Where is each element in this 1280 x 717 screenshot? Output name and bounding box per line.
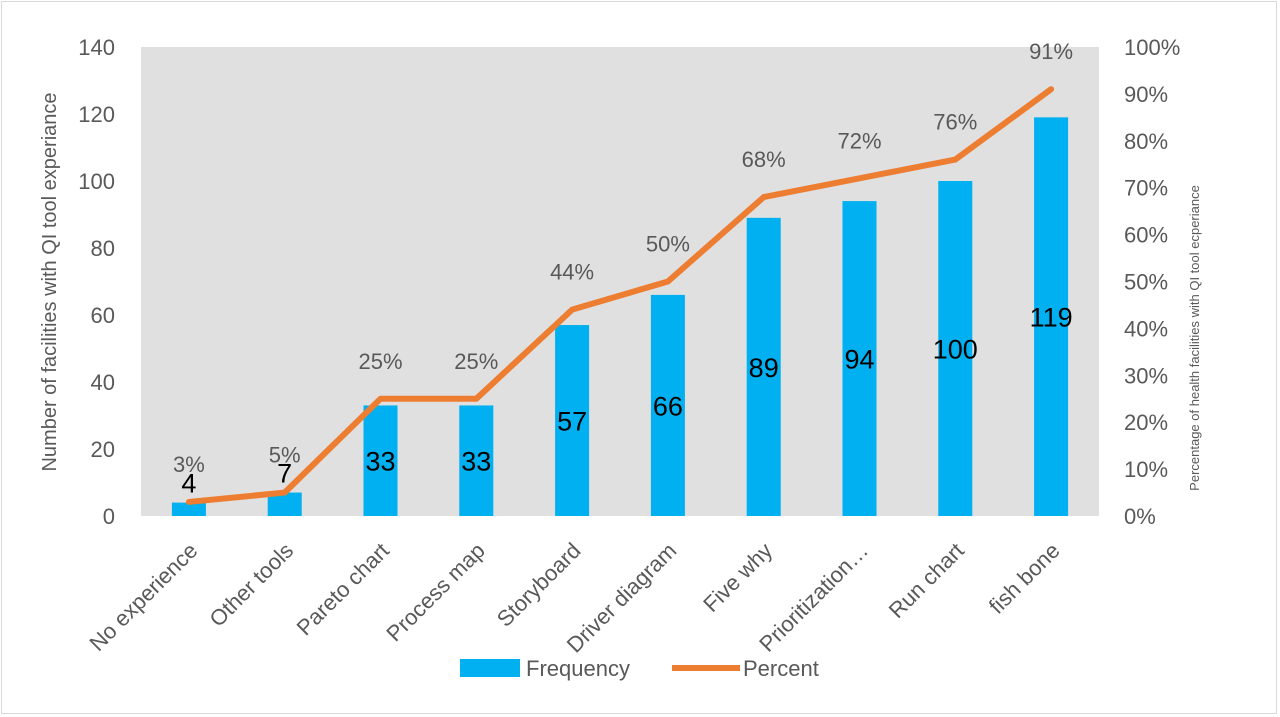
bar [555, 325, 590, 516]
legend-frequency-label: Frequency [526, 656, 630, 681]
frequency-label: 119 [1030, 303, 1073, 333]
y2-tick-label: 30% [1124, 363, 1168, 388]
x-tick-label: Process map [381, 538, 489, 646]
legend: Frequency Percent [460, 656, 819, 681]
y-axis-left: 0 20 40 60 80 100 120 140 [78, 35, 115, 529]
legend-frequency-swatch [460, 659, 520, 677]
x-tick-label: Other tools [204, 538, 298, 632]
percent-label: 72% [837, 128, 881, 153]
y-tick-label: 100 [78, 169, 115, 194]
y2-tick-label: 10% [1124, 457, 1168, 482]
bar [267, 492, 302, 516]
y2-tick-label: 90% [1124, 82, 1168, 107]
y2-tick-label: 70% [1124, 176, 1168, 201]
percent-label: 44% [550, 260, 594, 285]
y2-tick-label: 0% [1124, 504, 1156, 529]
x-tick-label: Run chart [884, 538, 969, 623]
y-tick-label: 80 [91, 236, 115, 261]
y2-tick-label: 20% [1124, 410, 1168, 435]
percent-label: 3% [173, 452, 205, 477]
frequency-label: 33 [461, 447, 491, 477]
percent-label: 25% [358, 349, 402, 374]
y2-tick-label: 100% [1124, 35, 1180, 60]
x-tick-label: fish bone [984, 538, 1065, 619]
x-tick-label: No experience [84, 538, 202, 656]
y-axis-right: 0% 10% 20% 30% 40% 50% 60% 70% 80% 90% 100% [1124, 35, 1180, 529]
y2-axis-title: Percentage of health facilities with QI … [1187, 185, 1202, 491]
frequency-label: 94 [844, 345, 874, 375]
y2-tick-label: 50% [1124, 270, 1168, 295]
bar [938, 181, 973, 516]
y-tick-label: 120 [78, 102, 115, 127]
percent-label: 50% [646, 232, 690, 257]
x-tick-label: Storyboard [492, 538, 586, 632]
frequency-label: 66 [653, 391, 683, 421]
percent-label: 25% [454, 349, 498, 374]
percent-line-group [185, 86, 1055, 505]
y-tick-label: 0 [103, 504, 115, 529]
percent-label: 5% [269, 443, 301, 468]
frequency-bars [171, 117, 1069, 516]
frequency-label: 33 [365, 447, 395, 477]
frequency-label: 89 [749, 353, 779, 383]
bar [459, 405, 494, 516]
y-tick-label: 140 [78, 35, 115, 60]
percent-labels: 3% 5% 25% 25% 44% 50% 68% 72% 76% 91% [173, 39, 1073, 477]
bar [363, 405, 398, 516]
percent-label: 76% [933, 110, 977, 135]
bar [1034, 117, 1069, 516]
y-axis-title: Number of facilities with QI tool experi… [39, 92, 61, 471]
percent-label: 91% [1029, 39, 1073, 64]
percent-label: 68% [742, 147, 786, 172]
frequency-labels: 4 7 33 33 57 66 89 94 100 119 [181, 303, 1072, 499]
y2-tick-label: 80% [1124, 129, 1168, 154]
frequency-label: 4 [181, 469, 196, 499]
y2-tick-label: 40% [1124, 316, 1168, 341]
bar [650, 294, 685, 516]
y2-tick-label: 60% [1124, 223, 1168, 248]
frequency-label: 7 [277, 459, 292, 489]
y-tick-label: 60 [91, 303, 115, 328]
frequency-label: 57 [557, 407, 587, 437]
frequency-label: 100 [933, 335, 978, 365]
legend-percent-label: Percent [743, 656, 819, 681]
bar [746, 217, 781, 516]
bar [842, 201, 877, 516]
y-tick-label: 20 [91, 437, 115, 462]
x-tick-label: Five why [698, 538, 777, 617]
percent-line [185, 86, 1055, 505]
y-tick-label: 40 [91, 370, 115, 395]
x-tick-label: Pareto chart [292, 538, 394, 640]
bar [171, 502, 206, 516]
